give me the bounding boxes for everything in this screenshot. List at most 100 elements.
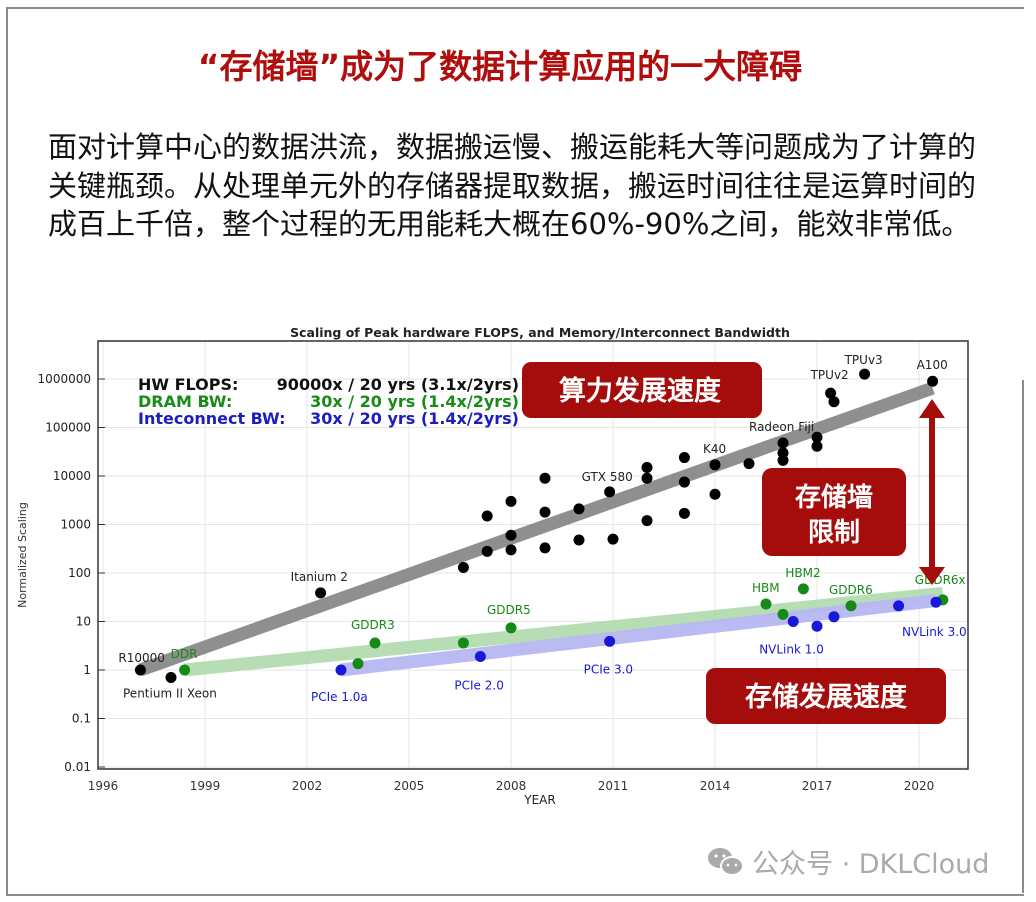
point-label: PCIe 1.0a bbox=[311, 690, 368, 704]
data-point bbox=[893, 600, 905, 612]
data-point bbox=[811, 620, 823, 632]
data-point bbox=[859, 368, 871, 380]
data-point bbox=[927, 375, 939, 387]
data-point bbox=[828, 396, 840, 408]
y-tick-label: 0.01 bbox=[64, 760, 91, 774]
x-tick-label: 2008 bbox=[496, 779, 527, 793]
x-axis-label: YEAR bbox=[523, 793, 555, 807]
point-label: HBM bbox=[752, 581, 780, 595]
data-point bbox=[641, 461, 653, 473]
watermark-text: 公众号 · DKLCloud bbox=[752, 849, 990, 880]
data-points: R10000 Pentium II Xeon Itanium 2 GTX 580 K40… bbox=[118, 353, 966, 704]
data-point bbox=[165, 672, 177, 684]
data-point bbox=[607, 533, 619, 545]
data-point bbox=[828, 611, 840, 623]
memory-callout-text: 存储发展速度 bbox=[745, 681, 907, 713]
x-tick-label: 2011 bbox=[598, 779, 629, 793]
wall-callout-box bbox=[762, 468, 906, 556]
slide-title: “存储墙”成为了数据计算应用的一大障碍 bbox=[197, 47, 803, 86]
compute-callout-box bbox=[522, 362, 762, 418]
legend-interconnect-label: Inteconnect BW: bbox=[138, 409, 286, 428]
data-point bbox=[457, 637, 469, 649]
x-tick-label: 2020 bbox=[904, 779, 935, 793]
data-point bbox=[505, 544, 517, 556]
data-point bbox=[678, 507, 690, 519]
legend-flops-value: 90000x / 20 yrs (3.1x/2yrs) bbox=[277, 375, 519, 394]
data-point bbox=[709, 488, 721, 500]
data-point bbox=[825, 387, 837, 399]
data-point bbox=[709, 459, 721, 471]
point-label: GDDR3 bbox=[351, 618, 395, 632]
legend-interconnect-value: 30x / 20 yrs (1.4x/2yrs) bbox=[310, 409, 519, 428]
compute-callout-text: 算力发展速度 bbox=[559, 375, 721, 407]
data-point bbox=[539, 542, 551, 554]
data-point bbox=[481, 545, 493, 557]
point-label: PCIe 2.0 bbox=[454, 678, 503, 692]
x-tick-label: 2014 bbox=[700, 779, 731, 793]
data-point bbox=[352, 658, 364, 670]
data-point bbox=[573, 534, 585, 546]
double-arrow-icon bbox=[919, 399, 945, 585]
axis-ticks: 1996 1999 2002 2005 2008 2011 2014 2017 2020 0.01… bbox=[38, 372, 935, 793]
data-point bbox=[777, 608, 789, 620]
wall-callout-line2: 限制 bbox=[808, 518, 860, 548]
x-tick-label: 1996 bbox=[88, 779, 119, 793]
point-label: GTX 580 bbox=[582, 470, 633, 484]
point-label: Radeon Fiji bbox=[749, 420, 814, 434]
y-tick-label: 10 bbox=[76, 615, 91, 629]
data-point bbox=[457, 561, 469, 573]
point-label: GDDR6x bbox=[915, 573, 966, 587]
data-point bbox=[797, 583, 809, 595]
y-tick-label: 0.1 bbox=[72, 712, 91, 726]
data-point bbox=[743, 458, 755, 470]
data-point bbox=[179, 664, 191, 676]
data-point bbox=[678, 452, 690, 464]
data-point bbox=[777, 437, 789, 449]
point-label: Pentium II Xeon bbox=[123, 687, 217, 701]
legend-dram-value: 30x / 20 yrs (1.4x/2yrs) bbox=[310, 392, 519, 411]
point-label: HBM2 bbox=[785, 566, 820, 580]
data-point bbox=[811, 440, 823, 452]
data-point bbox=[134, 664, 146, 676]
point-label: PCIe 3.0 bbox=[584, 662, 633, 676]
chart-title: Scaling of Peak hardware FLOPS, and Memo… bbox=[290, 325, 790, 340]
x-tick-label: 2017 bbox=[802, 779, 833, 793]
data-point bbox=[539, 506, 551, 518]
y-tick-label: 100000 bbox=[45, 421, 91, 435]
data-point bbox=[760, 598, 772, 610]
data-point bbox=[604, 635, 616, 647]
data-point bbox=[573, 503, 585, 515]
data-point bbox=[678, 476, 690, 488]
y-axis-label: Normalized Scaling bbox=[16, 502, 29, 608]
trend-line-2 bbox=[340, 594, 937, 677]
x-tick-label: 2002 bbox=[292, 779, 323, 793]
point-label: NVLink 1.0 bbox=[759, 643, 824, 657]
legend: HW FLOPS: 90000x / 20 yrs (3.1x/2yrs) DR… bbox=[138, 375, 519, 428]
x-tick-label: 2005 bbox=[394, 779, 425, 793]
point-label: Itanium 2 bbox=[291, 570, 348, 584]
y-tick-label: 1000000 bbox=[38, 372, 91, 386]
x-tick-label: 1999 bbox=[190, 779, 221, 793]
frame-edge bbox=[1022, 380, 1024, 893]
data-point bbox=[641, 515, 653, 527]
data-point bbox=[539, 472, 551, 484]
point-label: K40 bbox=[703, 442, 726, 456]
y-tick-label: 10000 bbox=[53, 469, 91, 483]
point-label: DDR bbox=[171, 647, 198, 661]
slide-frame bbox=[6, 7, 1024, 896]
point-label: R10000 bbox=[118, 651, 165, 665]
point-label: A100 bbox=[917, 358, 948, 372]
y-tick-label: 100 bbox=[68, 566, 91, 580]
wall-callout-line1: 存储墙 bbox=[795, 482, 873, 513]
y-tick-label: 1000 bbox=[60, 518, 91, 532]
data-point bbox=[369, 637, 381, 649]
plot-area bbox=[97, 340, 969, 770]
data-point bbox=[481, 510, 493, 522]
data-point bbox=[505, 495, 517, 507]
data-point bbox=[777, 454, 789, 466]
point-label: GDDR6 bbox=[829, 583, 873, 597]
data-point bbox=[845, 600, 857, 612]
trend-line-0 bbox=[138, 381, 935, 677]
y-tick-label: 1 bbox=[83, 663, 91, 677]
